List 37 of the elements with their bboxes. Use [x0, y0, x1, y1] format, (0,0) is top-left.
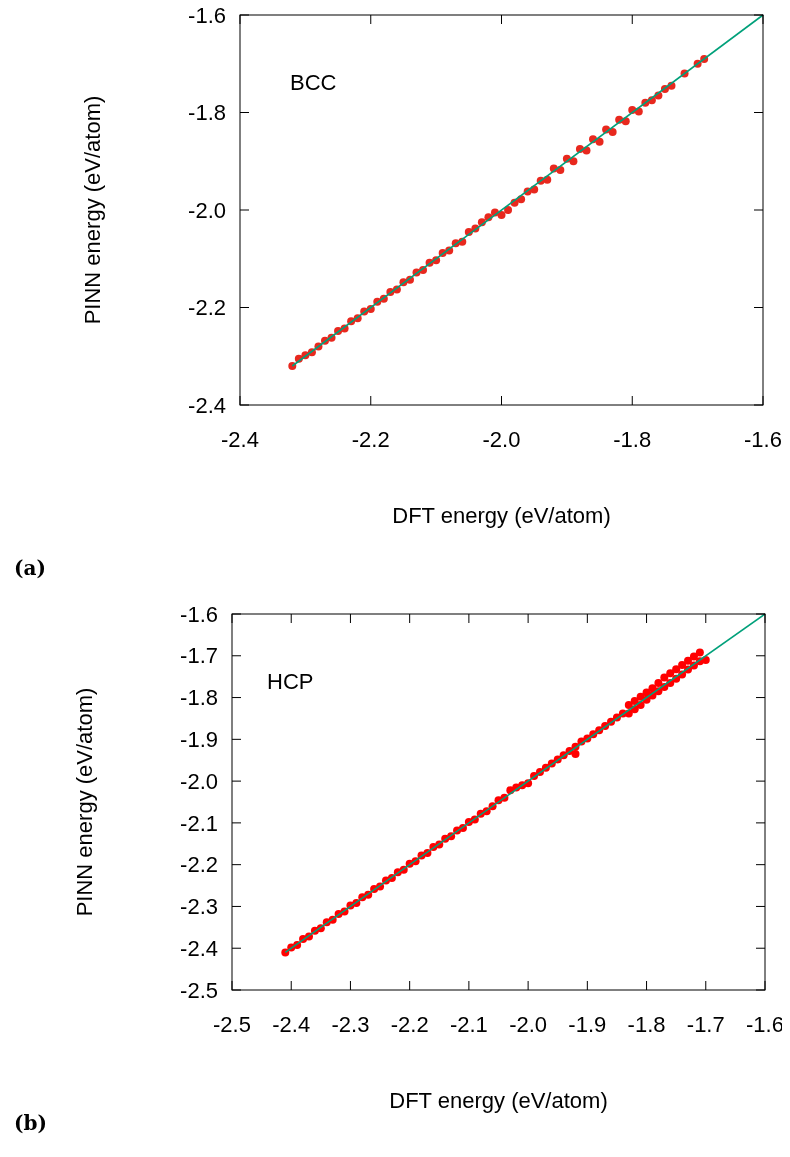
annotation: HCP	[267, 669, 314, 694]
y-tick-label: -1.8	[188, 100, 226, 126]
y-tick-label: -2.2	[180, 852, 218, 878]
x-tick-label: -1.8	[613, 427, 652, 452]
annotation: BCC	[290, 70, 337, 95]
y-tick-label: -1.6	[188, 2, 226, 28]
y-tick-label: -2.2	[188, 295, 226, 321]
y-tick-label: -2.4	[180, 935, 218, 961]
text: (b)	[14, 1111, 47, 1135]
x-axis-title: DFT energy (eV/atom)	[389, 1088, 608, 1113]
y-tick-label: -1.9	[180, 727, 218, 753]
y-tick-label: -2.4	[188, 392, 226, 418]
y-tick-label: -1.8	[180, 685, 218, 711]
y-tick-label: -2.0	[188, 197, 226, 223]
x-tick-label: -1.9	[568, 1012, 607, 1037]
y-tick-label: -2.0	[180, 768, 218, 794]
x-tick-label: -2.4	[272, 1012, 311, 1037]
x-tick-label: -1.8	[627, 1012, 666, 1037]
y-tick-label: -2.5	[180, 977, 218, 1003]
y-tick-label: -2.3	[180, 894, 218, 920]
x-tick-label: -1.6	[744, 427, 782, 452]
x-tick-label: -2.3	[331, 1012, 370, 1037]
x-tick-label: -2.5	[213, 1012, 251, 1037]
x-tick-label: -2.0	[482, 427, 521, 452]
text: (a)	[14, 556, 46, 580]
x-tick-label: -2.2	[351, 427, 390, 452]
x-tick-label: -1.7	[686, 1012, 725, 1037]
x-tick-label: -2.4	[221, 427, 259, 452]
x-tick-label: -2.1	[449, 1012, 488, 1037]
x-tick-label: -2.2	[390, 1012, 429, 1037]
y-tick-label: -1.7	[180, 643, 218, 669]
x-axis-title: DFT energy (eV/atom)	[392, 503, 611, 528]
x-tick-label: -2.0	[509, 1012, 548, 1037]
y-tick-label: -2.1	[180, 810, 218, 836]
y-tick-label: -1.6	[180, 601, 218, 627]
y-axis-title: PINN energy (eV/atom)	[80, 95, 105, 325]
y-axis-title: PINN energy (eV/atom)	[72, 687, 97, 917]
